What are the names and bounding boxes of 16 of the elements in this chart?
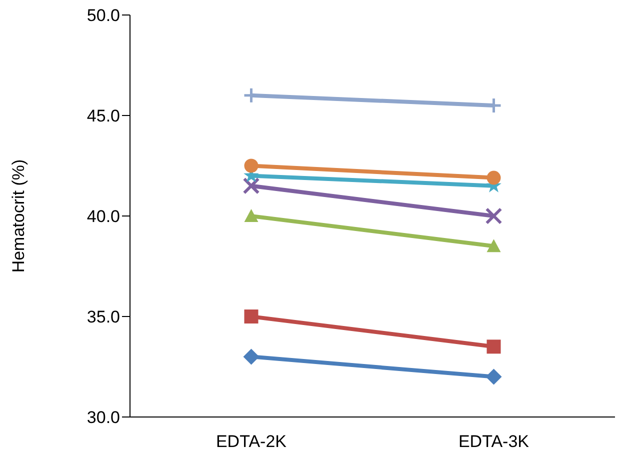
y-tick-label: 50.0 — [86, 6, 120, 26]
y-tick-label: 35.0 — [86, 308, 120, 327]
point — [486, 170, 501, 185]
point — [486, 368, 502, 385]
point — [244, 158, 258, 173]
point — [486, 340, 501, 354]
point — [485, 208, 502, 224]
x-tick-label: EDTA-3K — [458, 432, 530, 452]
x-tick-label: EDTA-2K — [216, 432, 288, 452]
y-tick-label: 45.0 — [86, 106, 120, 126]
point — [242, 177, 260, 194]
point — [244, 310, 258, 324]
y-tick-label: 30.0 — [86, 408, 120, 428]
point — [243, 348, 260, 365]
y-axis-title: Hematocrit (%) — [9, 159, 28, 273]
y-tick-label: 40.0 — [86, 207, 120, 226]
